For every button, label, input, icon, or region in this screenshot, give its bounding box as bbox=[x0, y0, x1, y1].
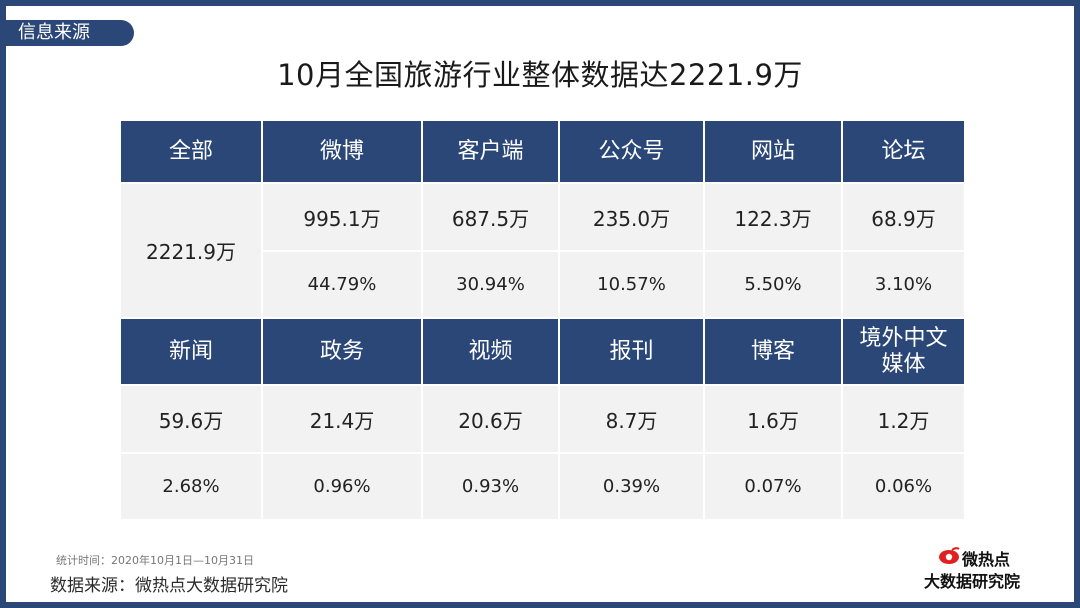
logo-top-text: 微热点 bbox=[962, 550, 1011, 569]
table-value-cell: 995.1万 bbox=[263, 184, 421, 250]
table-percent-cell: 0.93% bbox=[423, 454, 558, 519]
table-header-cell: 博客 bbox=[705, 319, 841, 384]
brand-logo: 微热点 大数据研究院 bbox=[924, 542, 1042, 594]
table-header-cell: 公众号 bbox=[560, 121, 703, 182]
table-value-cell: 1.6万 bbox=[705, 386, 841, 452]
table-percent-cell: 0.39% bbox=[560, 454, 703, 519]
table-value-cell: 8.7万 bbox=[560, 386, 703, 452]
table-header-cell: 政务 bbox=[263, 319, 421, 384]
table-value-cell: 68.9万 bbox=[843, 184, 964, 250]
table-percent-cell: 0.96% bbox=[263, 454, 421, 519]
table-header-cell: 微博 bbox=[263, 121, 421, 182]
table-header-cell: 报刊 bbox=[560, 319, 703, 384]
table-value-cell: 122.3万 bbox=[705, 184, 841, 250]
table-value-cell: 21.4万 bbox=[263, 386, 421, 452]
table-header-cell: 新闻 bbox=[121, 319, 261, 384]
table-value-cell: 687.5万 bbox=[423, 184, 558, 250]
table-header-cell: 全部 bbox=[121, 121, 261, 182]
section-tag-label: 信息来源 bbox=[18, 22, 90, 43]
table-header-cell: 境外中文 媒体 bbox=[843, 319, 964, 384]
table-percent-cell: 5.50% bbox=[705, 252, 841, 317]
section-tag: 信息来源 bbox=[6, 20, 134, 46]
table-header-cell: 网站 bbox=[705, 121, 841, 182]
total-value-cell: 2221.9万 bbox=[121, 184, 261, 317]
table-header-cell: 论坛 bbox=[843, 121, 964, 182]
stat-period-note: 统计时间：2020年10月1日—10月31日 bbox=[56, 554, 254, 567]
table-percent-cell: 2.68% bbox=[121, 454, 261, 519]
table-value-cell: 20.6万 bbox=[423, 386, 558, 452]
table-percent-cell: 0.07% bbox=[705, 454, 841, 519]
table-value-cell: 59.6万 bbox=[121, 386, 261, 452]
table-header-cell: 视频 bbox=[423, 319, 558, 384]
data-source: 数据来源：微热点大数据研究院 bbox=[50, 576, 288, 596]
table-value-cell: 235.0万 bbox=[560, 184, 703, 250]
table-percent-cell: 3.10% bbox=[843, 252, 964, 317]
table-percent-cell: 10.57% bbox=[560, 252, 703, 317]
table-percent-cell: 30.94% bbox=[423, 252, 558, 317]
table-header-cell: 客户端 bbox=[423, 121, 558, 182]
table-value-cell: 1.2万 bbox=[843, 386, 964, 452]
table-percent-cell: 0.06% bbox=[843, 454, 964, 519]
page-title: 10月全国旅游行业整体数据达2221.9万 bbox=[277, 58, 803, 92]
data-table: 全部 微博 客户端 公众号 网站 论坛 2221.9万 995.1万 44.79% 687.5万 3… bbox=[121, 121, 964, 519]
eye-icon bbox=[939, 547, 960, 564]
logo-bottom-text: 大数据研究院 bbox=[924, 572, 1021, 591]
table-percent-cell: 44.79% bbox=[263, 252, 421, 317]
